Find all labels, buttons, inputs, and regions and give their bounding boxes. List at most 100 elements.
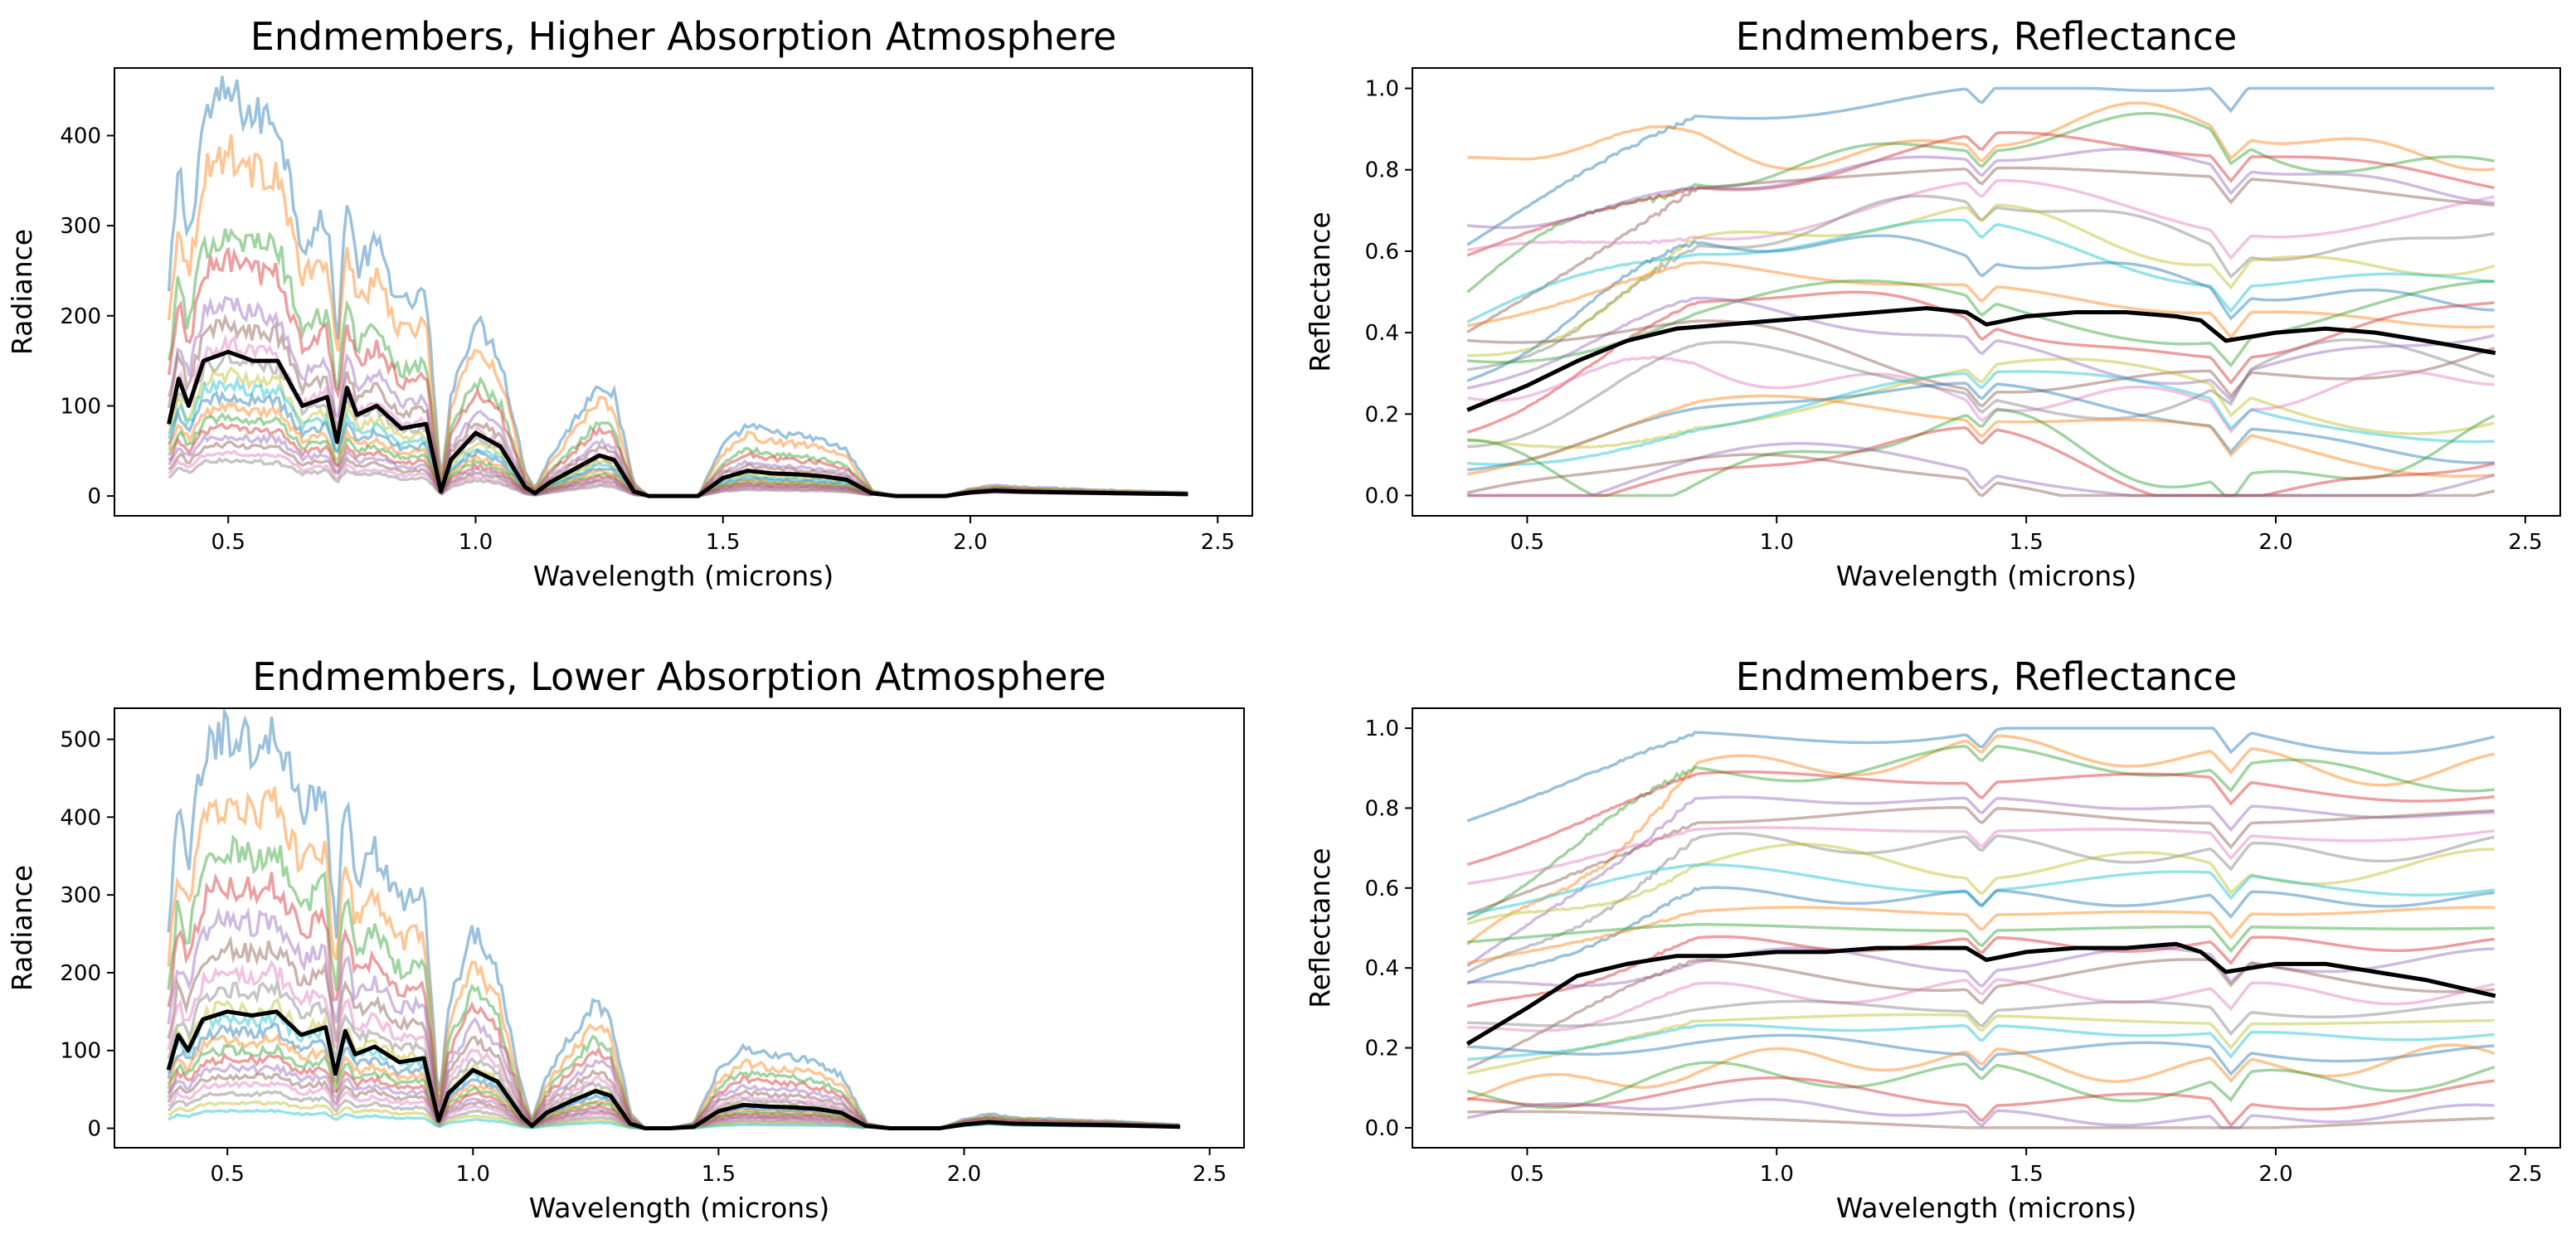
- chart-panel-4: 0.5 1.0 1.5 2.0 2.5 0.0 0.2 0.4 0.6 0.8 1.0 Endmemb…: [1304, 654, 2561, 1224]
- x-tick-label: 1.5: [2009, 1162, 2043, 1187]
- y-tick-label: 300: [60, 883, 101, 908]
- endmember-series-line: [1466, 862, 2495, 916]
- endmember-series-line: [1466, 178, 2495, 260]
- x-tick-label: 0.5: [211, 530, 245, 555]
- endmember-series-line: [1466, 86, 2495, 246]
- endmember-series-line: [1467, 1110, 2495, 1130]
- y-axis-label: Radiance: [6, 865, 38, 991]
- endmember-series-line: [1466, 111, 2495, 294]
- endmember-series-line: [1467, 426, 2496, 498]
- y-tick-label: 0.8: [1365, 796, 1399, 821]
- endmember-series-line: [1467, 922, 2495, 954]
- y-tick-label: 100: [60, 1039, 101, 1064]
- plot-area: [1465, 726, 2496, 1130]
- x-tick-label: 0.5: [1510, 530, 1544, 555]
- chart-panel-1: 0.5 1.0 1.5 2.0 2.5 0 100 200 300 400 Endmembers, …: [6, 14, 1253, 592]
- endmember-series-line: [1467, 101, 2495, 172]
- y-tick-label: 200: [60, 304, 101, 329]
- endmember-series-line: [1466, 958, 2495, 1070]
- y-axis-label: Radiance: [6, 229, 38, 355]
- chart-panel-2: 0.5 1.0 1.5 2.0 2.5 0.0 0.2 0.4 0.6 0.8 1.0 Endmemb…: [1304, 14, 2561, 592]
- endmember-series-line: [1466, 1043, 2496, 1102]
- mean-spectrum-line: [1465, 941, 2496, 1046]
- endmember-series-line: [1467, 442, 2496, 498]
- endmember-series-line: [1466, 795, 2495, 968]
- endmember-series-line: [1467, 1033, 2495, 1076]
- y-tick-label: 0.0: [1365, 1116, 1399, 1141]
- y-tick-label: 0: [87, 484, 101, 509]
- endmember-series-line: [1466, 218, 2495, 323]
- endmember-series-line: [1466, 734, 2495, 946]
- endmember-series-line: [167, 906, 1179, 1130]
- y-tick-label: 0.8: [1365, 158, 1399, 183]
- endmember-series-line: [1466, 260, 2495, 340]
- y-tick-label: 0: [87, 1117, 101, 1142]
- x-tick-label: 2.5: [1201, 530, 1235, 555]
- chart-title: Endmembers, Lower Absorption Atmosphere: [252, 654, 1106, 699]
- endmember-series-line: [1466, 805, 2495, 916]
- endmember-series-line: [1466, 290, 2495, 434]
- endmember-series-line: [167, 366, 1188, 498]
- x-tick-label: 1.0: [456, 1162, 490, 1187]
- endmember-series-line: [1467, 357, 2496, 449]
- endmember-series-line: [167, 247, 1188, 498]
- endmember-series-line: [1467, 978, 2495, 1032]
- chart-panel-3: 0.5 1.0 1.5 2.0 2.5 0 100 200 300 400 500 Endmember…: [6, 654, 1245, 1224]
- axes-frame: [1412, 707, 2561, 1149]
- endmember-series-line: [1467, 946, 2495, 989]
- chart-title: Endmembers, Reflectance: [1736, 14, 2238, 59]
- y-tick-label: 0.2: [1365, 1037, 1399, 1062]
- axes-frame: [1412, 67, 2561, 517]
- y-tick-label: 1.0: [1365, 77, 1399, 102]
- endmember-series-line: [1466, 906, 2495, 965]
- x-tick-label: 2.5: [2508, 1162, 2542, 1187]
- y-tick-label: 0.6: [1365, 877, 1399, 901]
- endmember-series-line: [1467, 999, 2495, 1037]
- endmember-series-line: [1467, 370, 2495, 467]
- x-tick-label: 0.5: [1510, 1162, 1544, 1187]
- endmember-series-line: [1466, 355, 2495, 434]
- endmember-series-line: [167, 959, 1179, 1130]
- y-tick-label: 0.6: [1365, 240, 1399, 265]
- mean-spectrum-line: [1466, 306, 2496, 412]
- x-axis-label: Wavelength (microns): [529, 1192, 830, 1224]
- x-tick-label: 1.0: [1760, 1162, 1794, 1187]
- endmember-series-line: [1466, 394, 2495, 478]
- endmember-series-line: [1466, 770, 2495, 867]
- y-tick-label: 500: [60, 728, 101, 753]
- y-axis-label: Reflectance: [1304, 848, 1336, 1008]
- endmember-series-line: [1466, 131, 2495, 257]
- endmember-series-line: [1466, 726, 2496, 823]
- x-axis-label: Wavelength (microns): [1836, 1192, 2137, 1224]
- endmember-series-line: [1466, 826, 2495, 886]
- y-tick-label: 1.0: [1365, 717, 1399, 741]
- x-tick-label: 1.0: [459, 530, 493, 555]
- y-tick-label: 0.4: [1365, 956, 1399, 981]
- y-axis-label: Reflectance: [1304, 211, 1336, 372]
- x-tick-label: 1.0: [1760, 530, 1794, 555]
- plot-area: [166, 708, 1181, 1130]
- x-axis-label: Wavelength (microns): [533, 560, 834, 592]
- endmember-series-line: [167, 390, 1188, 498]
- x-tick-label: 2.5: [2508, 530, 2542, 555]
- x-tick-label: 2.0: [953, 530, 987, 555]
- x-tick-label: 2.0: [947, 1162, 981, 1187]
- axes-frame: [114, 67, 1253, 517]
- y-tick-label: 100: [60, 394, 101, 419]
- axes-frame: [114, 707, 1245, 1149]
- endmember-series-line: [1466, 296, 2496, 402]
- endmember-series-line: [1466, 744, 2495, 921]
- plot-area: [167, 75, 1188, 498]
- endmember-series-line: [1466, 234, 2495, 382]
- plot-area: [1466, 86, 2496, 498]
- endmember-series-line: [1467, 1076, 2495, 1128]
- endmember-series-line: [1466, 843, 2495, 926]
- mean-spectrum-line: [167, 349, 1188, 498]
- x-tick-label: 2.5: [1193, 1162, 1227, 1187]
- y-tick-label: 0.2: [1365, 402, 1399, 427]
- endmember-series-line: [1466, 166, 2495, 334]
- x-tick-label: 0.5: [211, 1162, 245, 1187]
- endmember-series-line: [1467, 1023, 2495, 1062]
- mean-spectrum-line: [166, 1009, 1181, 1130]
